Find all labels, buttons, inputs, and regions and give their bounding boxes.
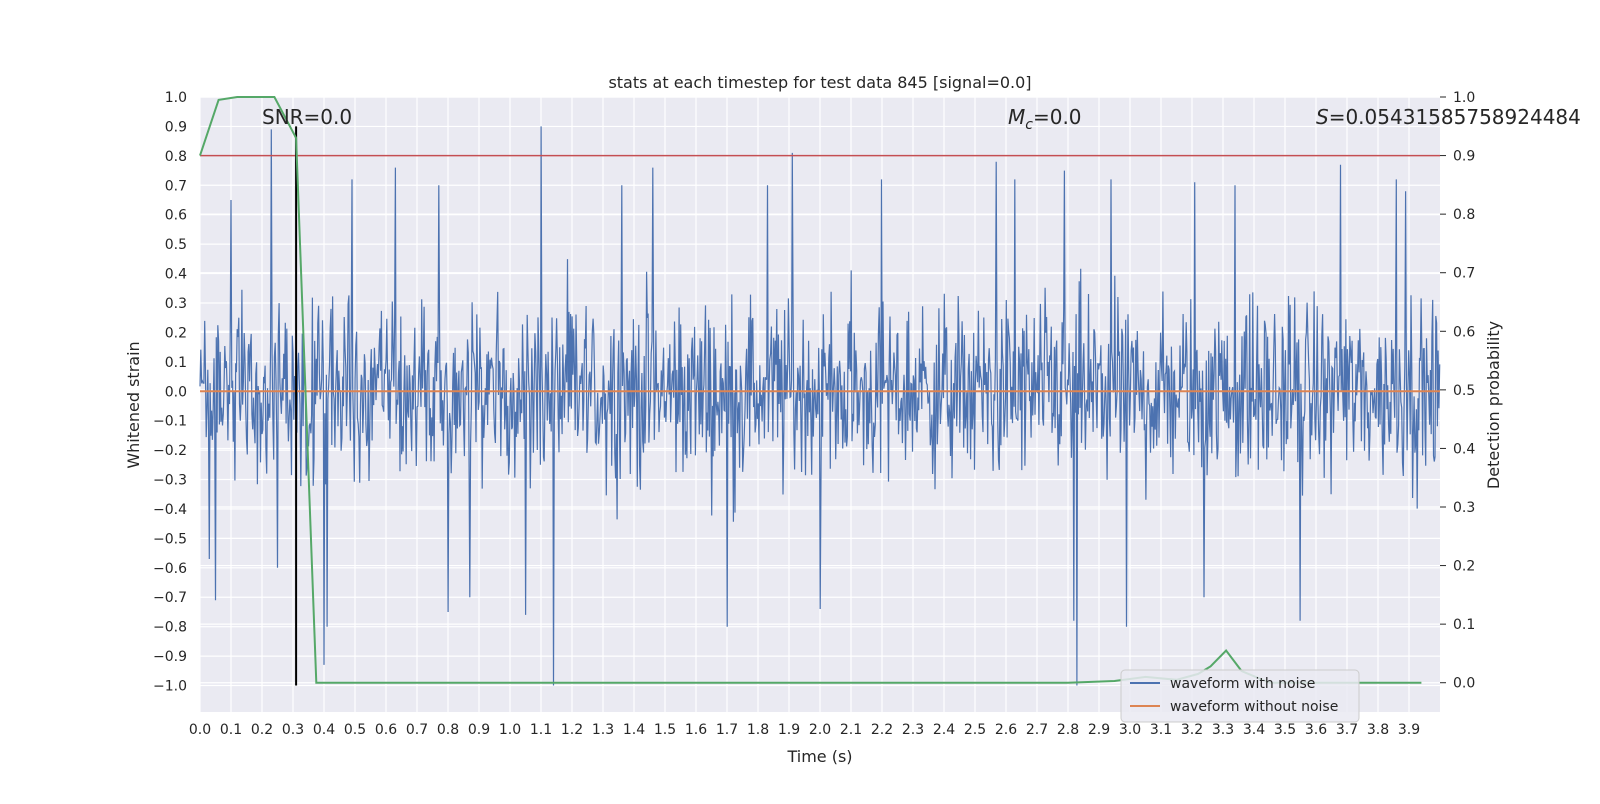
- x-tick-label: 1.7: [716, 722, 738, 738]
- x-tick-label: 2.6: [995, 722, 1017, 738]
- y-tick-label: 0.9: [165, 119, 187, 135]
- x-tick-label: 3.8: [1367, 722, 1389, 738]
- mc-subscript: c: [1025, 117, 1033, 133]
- x-tick-label: 1.6: [685, 722, 707, 738]
- y-tick-label: 0.8: [165, 149, 187, 165]
- x-tick-label: 2.9: [1088, 722, 1110, 738]
- x-tick-label: 0.5: [344, 722, 366, 738]
- y-tick-label: 0.4: [165, 267, 187, 283]
- x-tick-label: 3.3: [1212, 722, 1234, 738]
- y-tick-label: 0.6: [165, 208, 187, 224]
- x-axis-ticks: 0.0 0.1 0.2 0.3 0.4 0.5 0.6 0.7 0.8 0.9 1.0 1.1 1.2 1…: [189, 722, 1420, 738]
- y-tick-label: 0.7: [165, 178, 187, 194]
- y-tick-label: −0.6: [153, 561, 187, 577]
- y2-tick-label: 0.0: [1453, 676, 1475, 692]
- x-tick-label: 3.9: [1398, 722, 1420, 738]
- legend: waveform with noise waveform without noi…: [1120, 669, 1360, 723]
- x-tick-label: 1.1: [530, 722, 552, 738]
- y-tick-label: −0.4: [153, 502, 187, 518]
- y-tick-label: −0.7: [153, 590, 187, 606]
- x-tick-label: 3.7: [1336, 722, 1358, 738]
- x-tick-label: 0.4: [313, 722, 335, 738]
- y2-tick-label: 0.6: [1453, 324, 1475, 340]
- mc-value: =0.0: [1033, 105, 1082, 129]
- waveform-with-noise-line: [199, 126, 1441, 686]
- detection-probability-line: [199, 96, 1422, 684]
- y2-axis-ticks: 1.0 0.9 0.8 0.7 0.6 0.5 0.4 0.3 0.2 0.1 0.0: [1440, 90, 1475, 692]
- y-tick-label: −0.1: [153, 414, 187, 430]
- legend-label-clean: waveform without noise: [1170, 699, 1338, 715]
- s-value: =0.05431585758924484: [1329, 105, 1581, 129]
- x-tick-label: 2.8: [1057, 722, 1079, 738]
- y-tick-label: −0.8: [153, 620, 187, 636]
- y-tick-label: 0.2: [165, 325, 187, 341]
- y2-tick-label: 0.5: [1453, 383, 1475, 399]
- legend-label-noise: waveform with noise: [1170, 676, 1315, 692]
- x-tick-label: 1.3: [592, 722, 614, 738]
- y-axis-label: Whitened strain: [124, 341, 143, 468]
- x-tick-label: 1.8: [747, 722, 769, 738]
- x-tick-label: 0.2: [251, 722, 273, 738]
- x-tick-label: 2.5: [964, 722, 986, 738]
- x-tick-label: 1.4: [623, 722, 645, 738]
- y2-tick-label: 0.1: [1453, 617, 1475, 633]
- y-axis-ticks: 1.0 0.9 0.8 0.7 0.6 0.5 0.4 0.3 0.2 0.1 0.0 −0.1 −0.…: [153, 90, 187, 695]
- snr-annotation: SNR=0.0: [262, 105, 352, 129]
- y2-tick-label: 0.3: [1453, 500, 1475, 516]
- y2-axis-label: Detection probability: [1484, 321, 1503, 489]
- x-tick-label: 0.0: [189, 722, 211, 738]
- x-tick-label: 3.0: [1119, 722, 1141, 738]
- x-tick-label: 2.0: [809, 722, 831, 738]
- x-tick-label: 1.9: [778, 722, 800, 738]
- y-tick-label: 0.5: [165, 237, 187, 253]
- x-tick-label: 3.1: [1150, 722, 1172, 738]
- x-tick-label: 3.2: [1181, 722, 1203, 738]
- x-axis-label: Time (s): [786, 747, 852, 766]
- s-symbol: S: [1316, 105, 1329, 129]
- y-tick-label: 0.1: [165, 355, 187, 371]
- x-tick-label: 0.3: [282, 722, 304, 738]
- y-tick-label: −0.9: [153, 649, 187, 665]
- y-tick-label: 0.0: [165, 384, 187, 400]
- x-tick-label: 1.5: [654, 722, 676, 738]
- x-tick-label: 2.3: [902, 722, 924, 738]
- x-tick-label: 0.8: [437, 722, 459, 738]
- x-tick-label: 2.1: [840, 722, 862, 738]
- x-tick-label: 3.5: [1274, 722, 1296, 738]
- x-tick-label: 1.0: [499, 722, 521, 738]
- chirp-mass-annotation: Mc=0.0: [1008, 105, 1082, 133]
- y2-tick-label: 0.8: [1453, 207, 1475, 223]
- x-tick-label: 1.2: [561, 722, 583, 738]
- x-tick-label: 2.2: [871, 722, 893, 738]
- chart-title: stats at each timestep for test data 845…: [608, 73, 1031, 92]
- x-tick-label: 3.6: [1305, 722, 1327, 738]
- y2-tick-label: 1.0: [1453, 90, 1475, 106]
- x-tick-label: 0.9: [468, 722, 490, 738]
- y-tick-label: −0.3: [153, 473, 187, 489]
- x-tick-label: 3.4: [1243, 722, 1265, 738]
- x-tick-label: 0.1: [220, 722, 242, 738]
- s-annotation: S=0.05431585758924484: [1316, 105, 1581, 129]
- y-tick-label: 1.0: [165, 90, 187, 106]
- y-tick-label: −1.0: [153, 679, 187, 695]
- x-tick-label: 0.7: [406, 722, 428, 738]
- mc-symbol: M: [1008, 105, 1025, 129]
- y2-tick-label: 0.2: [1453, 559, 1475, 575]
- x-tick-label: 0.6: [375, 722, 397, 738]
- x-tick-label: 2.4: [933, 722, 955, 738]
- y-tick-label: 0.3: [165, 296, 187, 312]
- legend-box: [1120, 669, 1360, 723]
- x-tick-label: 2.7: [1026, 722, 1048, 738]
- y2-tick-label: 0.7: [1453, 266, 1475, 282]
- y2-tick-label: 0.4: [1453, 441, 1475, 457]
- y-tick-label: −0.2: [153, 443, 187, 459]
- y-tick-label: −0.5: [153, 531, 187, 547]
- y2-tick-label: 0.9: [1453, 149, 1475, 165]
